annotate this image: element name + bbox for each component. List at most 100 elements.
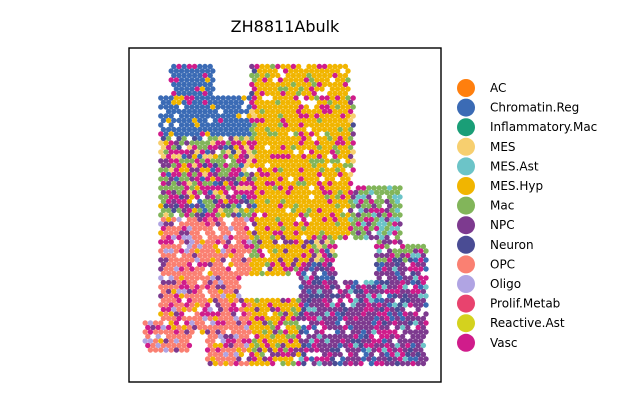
spot-point — [399, 315, 406, 322]
spot-point — [181, 108, 187, 115]
spot-point — [288, 158, 294, 164]
spot-point — [184, 338, 190, 344]
spot-point — [199, 104, 206, 110]
spot-point — [254, 225, 260, 232]
spot-point — [158, 203, 164, 209]
spot-point — [220, 131, 226, 137]
spot-point — [243, 324, 250, 331]
spot-point — [259, 126, 265, 133]
spot-point — [168, 167, 174, 173]
spot-point — [236, 122, 242, 128]
spot-point — [168, 293, 174, 299]
spot-point — [277, 257, 284, 263]
spot-point — [384, 306, 390, 313]
spot-point — [342, 216, 349, 223]
spot-point — [420, 360, 427, 367]
spot-point — [290, 99, 297, 106]
spot-point — [217, 288, 224, 295]
spot-point — [246, 329, 252, 335]
spot-point — [220, 113, 226, 119]
spot-point — [324, 347, 330, 353]
spot-point — [334, 212, 341, 218]
spot-point — [155, 342, 161, 349]
spot-point — [171, 333, 177, 340]
spot-point — [165, 189, 172, 196]
spot-point — [163, 302, 169, 308]
spot-point — [311, 342, 317, 349]
spot-point — [337, 333, 343, 340]
spot-point — [246, 230, 252, 236]
spot-point — [394, 333, 401, 340]
spot-point — [295, 270, 302, 277]
spot-point — [160, 270, 167, 277]
spot-point — [337, 117, 343, 124]
spot-point — [246, 158, 252, 164]
spot-point — [332, 108, 338, 115]
spot-point — [324, 104, 330, 110]
spot-point — [178, 113, 185, 119]
spot-point — [262, 239, 268, 245]
spot-point — [225, 104, 232, 110]
spot-point — [202, 126, 208, 133]
spot-point — [176, 279, 182, 286]
spot-point — [324, 302, 330, 308]
spot-point — [223, 288, 229, 295]
spot-point — [345, 140, 351, 146]
spot-point — [249, 90, 255, 97]
spot-point — [397, 284, 403, 290]
spot-point — [225, 122, 232, 128]
spot-point — [303, 194, 310, 200]
spot-point — [262, 311, 268, 317]
spot-point — [168, 230, 174, 236]
spot-point — [269, 144, 276, 151]
spot-point — [267, 239, 273, 245]
spot-point — [412, 347, 419, 353]
spot-point — [204, 248, 211, 254]
spot-point — [238, 144, 245, 151]
spot-point — [189, 95, 195, 101]
spot-point — [345, 284, 351, 290]
spot-point — [158, 257, 164, 263]
spot-point — [202, 297, 208, 304]
spot-point — [262, 203, 268, 209]
spot-point — [178, 338, 185, 344]
spot-point — [418, 284, 424, 290]
spot-point — [316, 162, 323, 169]
spot-point — [191, 144, 198, 151]
spot-point — [275, 99, 281, 106]
spot-point — [241, 95, 247, 101]
spot-point — [246, 176, 252, 182]
spot-point — [217, 126, 224, 133]
spot-point — [360, 356, 367, 362]
spot-point — [295, 108, 302, 115]
spot-point — [405, 279, 411, 286]
spot-point — [379, 261, 385, 268]
spot-point — [311, 72, 317, 79]
spot-point — [186, 153, 193, 160]
spot-point — [319, 320, 325, 326]
spot-point — [332, 234, 338, 241]
spot-point — [420, 288, 427, 295]
spot-point — [233, 351, 239, 358]
spot-point — [267, 347, 273, 353]
spot-point — [301, 90, 307, 97]
spot-point — [418, 356, 424, 362]
spot-point — [246, 95, 252, 101]
legend-label: Neuron — [490, 238, 534, 252]
spot-point — [314, 293, 320, 299]
spot-point — [412, 302, 419, 308]
spot-point — [243, 297, 250, 304]
spot-point — [295, 180, 302, 187]
spot-point — [389, 189, 395, 196]
spot-point — [306, 153, 312, 160]
spot-point — [381, 311, 388, 317]
spot-point — [324, 266, 330, 272]
spot-point — [197, 72, 203, 79]
spot-point — [277, 185, 284, 191]
spot-point — [217, 315, 224, 322]
spot-point — [168, 212, 174, 218]
spot-point — [204, 131, 211, 137]
spot-point — [184, 347, 190, 353]
spot-point — [347, 153, 354, 160]
spot-point — [319, 347, 325, 353]
